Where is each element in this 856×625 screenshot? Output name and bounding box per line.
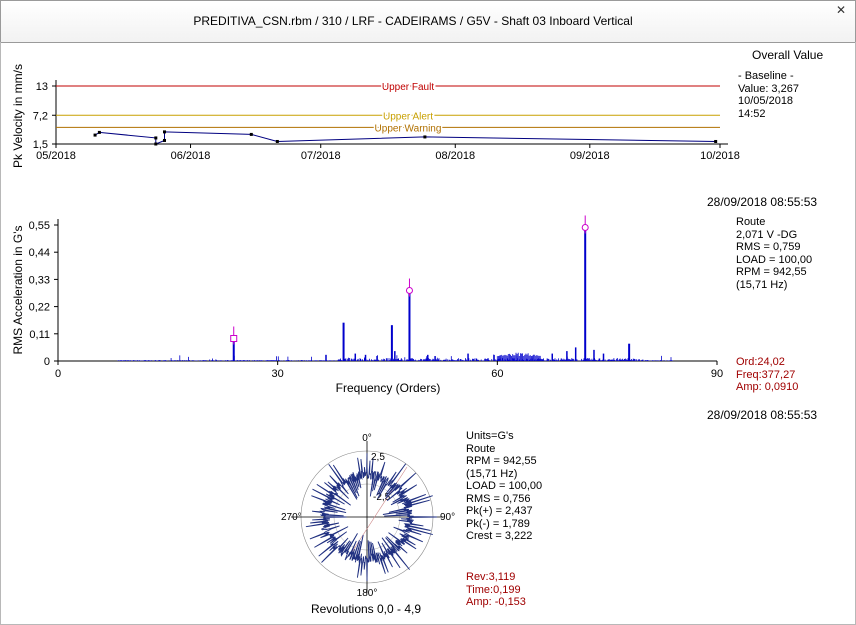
spectrum-y-label: RMS Acceleration in G's <box>11 225 25 354</box>
orbit-info: Units=G's Route RPM = 942,55 (15,71 Hz) … <box>466 430 542 543</box>
trend-point <box>97 130 101 134</box>
orbit-polar-chart[interactable]: 0° 90° 180° 270° 2,5 -2,5 Revolutions 0,… <box>281 433 455 616</box>
spectrum-info-line: RMS = 0,759 <box>736 241 801 253</box>
baseline-date: 10/05/2018 <box>738 95 794 107</box>
cursor-revolution: Rev:3,119 <box>466 571 516 583</box>
trend-x-tick-label: 06/2018 <box>171 150 211 162</box>
spectrum-info-line: LOAD = 100,00 <box>736 253 813 266</box>
cursor-amplitude: Amp: -0,153 <box>466 596 526 608</box>
cursor-frequency: Freq:377,27 <box>736 368 796 381</box>
orbit-timestamp: 28/09/2018 08:55:53 <box>707 408 818 422</box>
ring-label-inner: -2,5 <box>373 492 391 503</box>
orbit-info-line: RMS = 0,756 <box>466 492 531 505</box>
cursor-order: Ord:24,02 <box>736 356 785 368</box>
trend-point <box>162 130 166 134</box>
orbit-info-line: LOAD = 100,00 <box>466 480 543 492</box>
spectrum-info: Route 2,071 V -DG RMS = 0,759 LOAD = 100… <box>736 216 812 291</box>
baseline-value: Value: 3,267 <box>738 82 799 95</box>
cursor-amplitude: Amp: 0,0910 <box>736 381 799 393</box>
spectrum-info-line: 2,071 V -DG <box>736 228 798 241</box>
trend-x-tick-label: 05/2018 <box>36 150 76 162</box>
spectrum-info-line: (15,71 Hz) <box>736 278 788 291</box>
peak-marker <box>581 223 589 231</box>
spectrum-hump <box>496 352 541 361</box>
polar-cursor-line <box>351 466 408 553</box>
trend-point <box>714 139 718 143</box>
orbit-info-line: RPM = 942,55 <box>466 455 537 467</box>
spectrum-info-line: Route <box>736 216 766 228</box>
spectrum-y-tick-label: 0 <box>44 356 50 368</box>
spectrum-y-tick-label: 0,22 <box>29 302 50 314</box>
spectrum-x-label: Frequency (Orders) <box>336 381 441 395</box>
trend-point <box>249 132 253 136</box>
orbit-info-line: Pk(+) = 2,437 <box>466 505 533 517</box>
spectrum-y-tick-label: 0,33 <box>29 274 50 286</box>
spectrum-x-tick-label: 30 <box>272 368 284 380</box>
orbit-x-label: Revolutions 0,0 - 4,9 <box>311 602 421 616</box>
angle-label-270: 270° <box>281 512 302 523</box>
orbit-info-line: Crest = 3,222 <box>466 530 533 542</box>
window-titlebar: PREDITIVA_CSN.rbm / 310 / LRF - CADEIRAM… <box>0 0 856 43</box>
orbit-info-line: Units=G's <box>466 430 514 442</box>
close-icon[interactable]: ✕ <box>835 3 847 17</box>
orbit-cursor-readout: Rev:3,119 Time:0,199 Amp: -0,153 <box>466 571 526 609</box>
ring-label-outer: 2,5 <box>371 452 385 463</box>
trend-x-tick-label: 08/2018 <box>435 150 475 162</box>
trend-point <box>423 135 427 139</box>
spectrum-y-tick-label: 0,55 <box>29 220 50 232</box>
cursor-time: Time:0,199 <box>466 583 521 596</box>
spectrum-info-line: RPM = 942,55 <box>736 266 807 278</box>
trend-point <box>154 142 158 146</box>
overall-value-heading: Overall Value <box>752 48 824 62</box>
baseline-label: - Baseline - <box>738 70 794 82</box>
angle-label-180: 180° <box>357 588 378 599</box>
baseline-info: - Baseline - Value: 3,267 10/05/2018 14:… <box>738 70 799 120</box>
trend-x-tick-label: 09/2018 <box>570 150 610 162</box>
peak-marker <box>405 287 413 295</box>
spectrum-y-tick-label: 0,44 <box>29 247 50 259</box>
angle-label-0: 0° <box>362 433 372 444</box>
spectrum-x-tick-label: 90 <box>711 368 723 380</box>
angle-label-90: 90° <box>440 512 455 523</box>
spectrum-timestamp: 28/09/2018 08:55:53 <box>707 195 818 209</box>
baseline-time: 14:52 <box>738 107 766 120</box>
trend-series-line <box>94 131 716 145</box>
trend-y-label: Pk Velocity in mm/s <box>11 64 25 168</box>
trend-x-tick-label: 10/2018 <box>700 150 740 162</box>
trend-point <box>93 133 97 137</box>
alarm-label: Upper Fault <box>382 82 434 93</box>
orbit-info-line: (15,71 Hz) <box>466 467 518 480</box>
spectrum-x-tick-label: 0 <box>55 368 61 380</box>
spectrum-chart[interactable]: RMS Acceleration in G's Frequency (Order… <box>11 215 723 395</box>
trend-point <box>154 136 158 140</box>
trend-point <box>162 138 166 142</box>
spectrum-cursor-readout: Ord:24,02 Freq:377,27 Amp: 0,0910 <box>736 356 798 394</box>
orbit-waveform <box>305 453 438 582</box>
orbit-info-line: Route <box>466 442 496 455</box>
window-title: PREDITIVA_CSN.rbm / 310 / LRF - CADEIRAM… <box>193 14 633 28</box>
trend-x-tick-label: 07/2018 <box>301 150 341 162</box>
trend-y-tick-label: 1,5 <box>33 139 48 151</box>
trend-chart[interactable]: Pk Velocity in mm/s 1,5 7,2 13 05/2018 06/20… <box>11 64 740 168</box>
trend-y-tick-label: 7,2 <box>33 110 48 122</box>
orbit-info-line: Pk(-) = 1,789 <box>466 517 530 530</box>
spectrum-y-tick-label: 0,11 <box>29 329 50 341</box>
spectrum-x-tick-label: 60 <box>491 368 503 380</box>
spectrum-noise-floor <box>117 354 674 361</box>
trend-y-tick-label: 13 <box>36 81 48 93</box>
cursor-marker <box>230 334 238 342</box>
alarm-label: Upper Alert <box>383 111 433 122</box>
trend-point <box>275 139 279 143</box>
alarm-label: Upper Warning <box>375 123 442 134</box>
